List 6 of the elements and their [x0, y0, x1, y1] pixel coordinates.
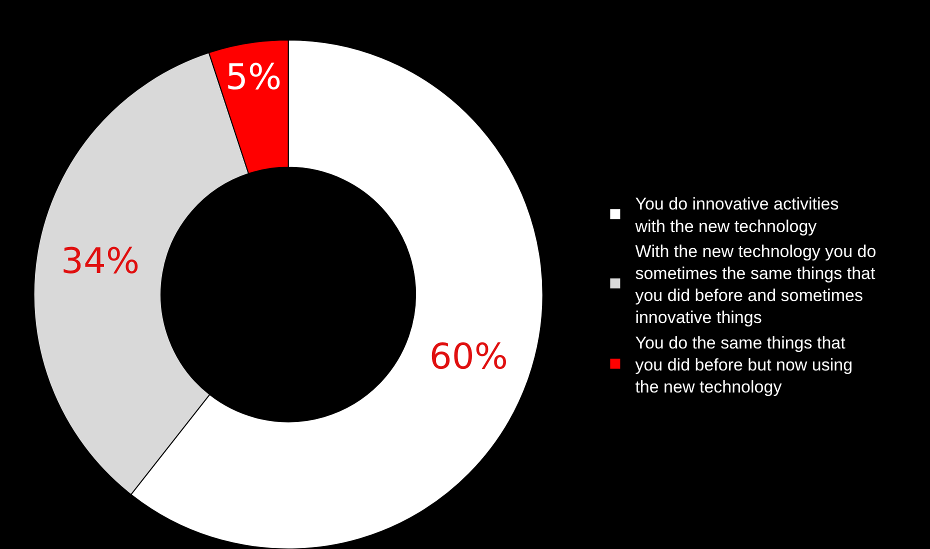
data-label: 60% [429, 336, 508, 378]
data-label: 5% [226, 57, 282, 98]
legend-label: With the new technology you do sometimes the same things that you did before and sometimes innovative things [635, 242, 876, 328]
data-label: 34% [61, 241, 140, 282]
legend-label: You do the same things that you did before but now using the new technology [635, 333, 853, 396]
legend-label: You do innovative activities with the new technology [634, 194, 839, 236]
